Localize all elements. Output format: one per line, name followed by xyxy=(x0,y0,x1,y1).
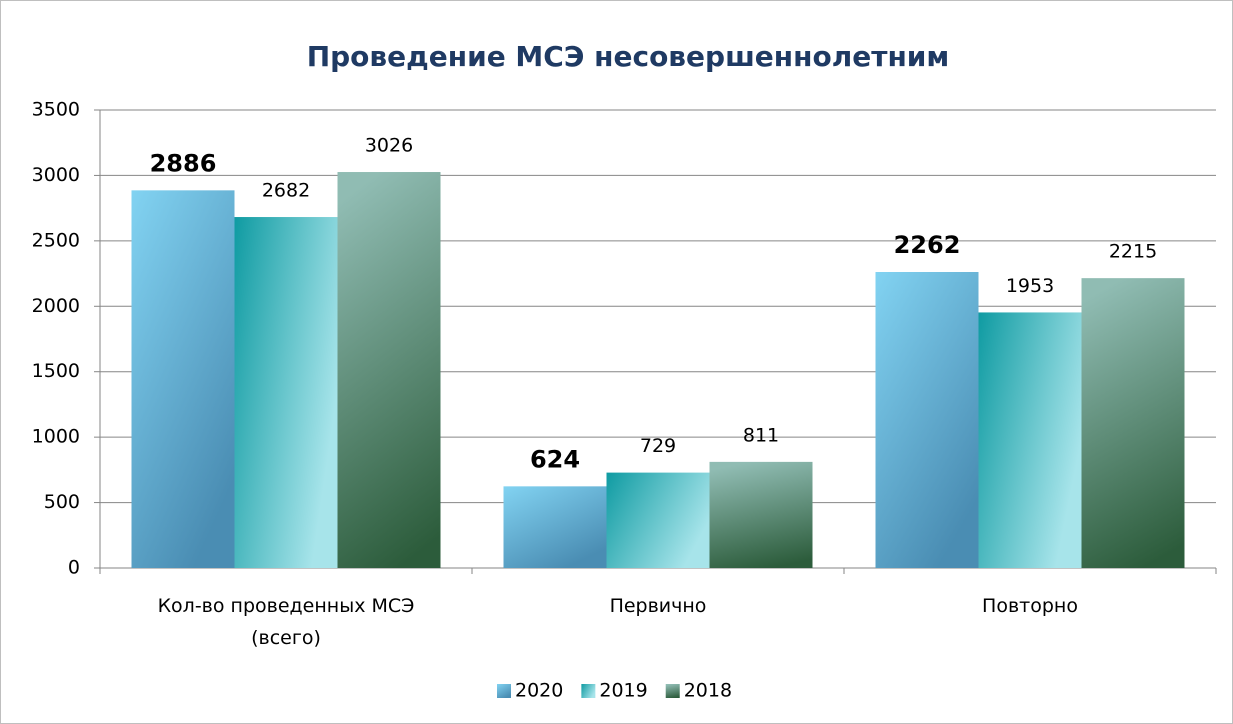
y-tick-label: 2500 xyxy=(32,229,80,251)
data-label: 3026 xyxy=(365,135,413,157)
chart-title: Проведение МСЭ несовершеннолетним xyxy=(307,40,950,73)
data-label: 2215 xyxy=(1109,241,1157,263)
data-label: 811 xyxy=(743,424,779,446)
bar xyxy=(234,217,338,568)
bar xyxy=(1081,278,1185,568)
y-tick-label: 2000 xyxy=(32,295,80,317)
y-tick-label: 500 xyxy=(44,491,80,513)
bar xyxy=(875,272,979,568)
data-label: 2682 xyxy=(262,180,310,202)
bar xyxy=(131,190,235,568)
legend-label: 2019 xyxy=(599,680,647,702)
y-tick-label: 0 xyxy=(68,557,80,579)
bar xyxy=(978,312,1082,568)
legend-label: 2020 xyxy=(515,680,563,702)
y-tick-label: 3500 xyxy=(32,99,80,121)
x-tick-label: Кол-во проведенных МСЭ (всего) xyxy=(157,595,415,649)
data-label: 1953 xyxy=(1006,275,1054,297)
bar xyxy=(709,461,813,568)
x-tick-label-box: Повторно xyxy=(982,595,1078,617)
legend-label: 2018 xyxy=(684,680,732,702)
bar xyxy=(606,472,710,568)
data-label: 2262 xyxy=(894,231,961,259)
bar xyxy=(503,486,607,568)
legend-swatch xyxy=(581,684,596,698)
x-tick-label: Первично xyxy=(609,595,707,617)
legend-swatch xyxy=(497,684,511,698)
y-tick-label: 1000 xyxy=(32,426,80,448)
data-label: 2886 xyxy=(150,149,217,177)
data-label: 624 xyxy=(530,445,580,473)
x-tick-label: Повторно xyxy=(982,595,1078,617)
bar xyxy=(337,172,441,568)
y-tick-label: 1500 xyxy=(32,360,80,382)
y-tick-label: 3000 xyxy=(32,164,80,186)
legend-swatch xyxy=(665,684,680,698)
x-tick-label-box: Первично xyxy=(609,595,707,617)
x-tick-label-box: Кол-во проведенных МСЭ (всего) xyxy=(157,595,415,649)
data-label: 729 xyxy=(640,435,676,457)
